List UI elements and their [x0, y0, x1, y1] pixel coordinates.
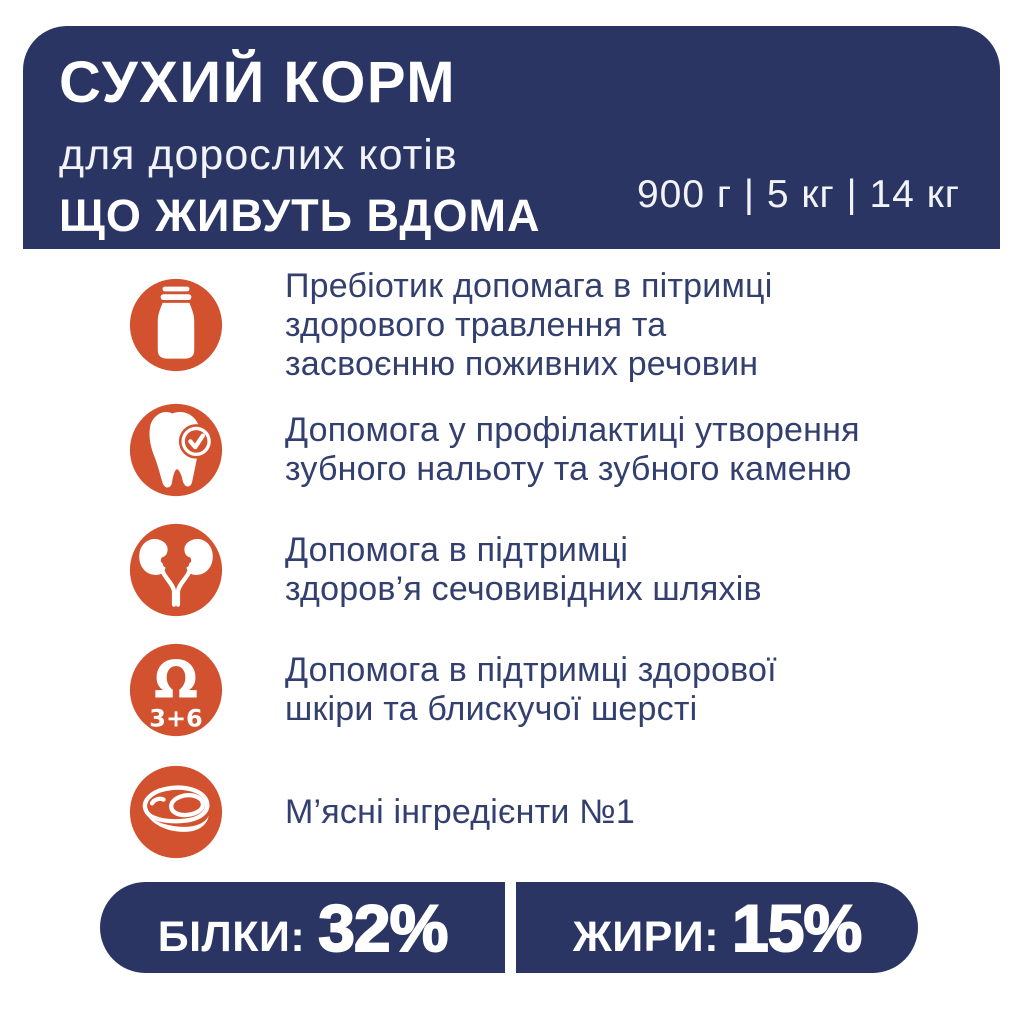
feature-text: Допомога в підтримці здоров’я сечовивідн… — [285, 531, 762, 608]
product-subtitle: для дорослих котів — [59, 131, 458, 179]
fat-label: ЖИРИ: — [572, 912, 720, 961]
fat-badge: ЖИРИ: 15% — [516, 882, 918, 973]
protein-label: БІЛКИ: — [157, 912, 306, 961]
tooth-check-icon — [128, 402, 224, 498]
product-title: СУХИЙ КОРМ — [59, 50, 457, 115]
kidneys-icon — [128, 522, 224, 618]
package-weights: 900 г | 5 кг | 14 кг — [636, 173, 960, 216]
protein-badge: БІЛКИ: 32% — [100, 882, 505, 973]
omega-3-6-icon: Ω 3+6 — [128, 642, 224, 738]
svg-text:3+6: 3+6 — [149, 704, 203, 732]
feature-text: Допомога в підтримці здорової шкіри та б… — [285, 651, 777, 728]
feature-dental: Допомога у профілактиці утворення зубног… — [128, 402, 860, 498]
fat-value: 15% — [731, 890, 863, 966]
feature-text: М’ясні інгредієнти №1 — [285, 792, 635, 831]
product-subtitle-bold: ЩО ЖИВУТЬ ВДОМА — [59, 190, 541, 241]
svg-text:Ω: Ω — [154, 651, 198, 711]
feature-text: Пребіотик допомага в пітримці здорового … — [285, 266, 773, 383]
feature-meat: М’ясні інгредієнти №1 — [128, 764, 635, 860]
feature-text: Допомога у профілактиці утворення зубног… — [285, 411, 860, 488]
feature-urinary: Допомога в підтримці здоров’я сечовивідн… — [128, 522, 762, 618]
meat-icon — [128, 764, 224, 860]
header-panel: СУХИЙ КОРМ для дорослих котів ЩО ЖИВУТЬ … — [23, 26, 1000, 249]
milk-bottle-icon — [128, 277, 224, 373]
feature-skin-coat: Ω 3+6 Допомога в підтримці здорової шкір… — [128, 642, 777, 738]
protein-value: 32% — [317, 890, 449, 966]
feature-digestion: Пребіотик допомага в пітримці здорового … — [128, 267, 772, 383]
